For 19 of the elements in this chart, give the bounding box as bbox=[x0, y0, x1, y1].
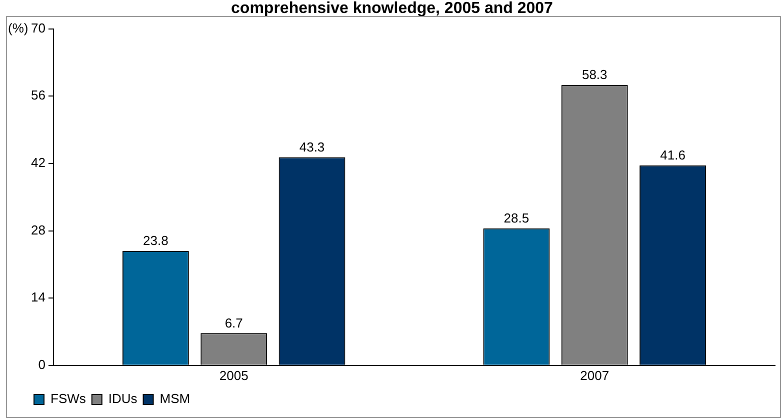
x-tick-label: 2007 bbox=[580, 368, 610, 383]
data-label: 28.5 bbox=[504, 210, 530, 226]
legend-label: FSWs bbox=[50, 391, 86, 406]
y-tick-label: 28 bbox=[30, 222, 46, 238]
data-label: 41.6 bbox=[660, 147, 686, 162]
data-label: 23.8 bbox=[143, 233, 168, 248]
y-tick-label: 56 bbox=[30, 88, 46, 103]
y-tick-label: 0 bbox=[38, 356, 46, 372]
x-tick-label: 2005 bbox=[219, 368, 248, 383]
y-axis-title: (%) bbox=[8, 20, 28, 36]
legend-label: MSM bbox=[160, 391, 190, 406]
y-tick-label: 70 bbox=[30, 20, 46, 36]
data-label: 43.3 bbox=[299, 139, 325, 154]
data-label: 6.7 bbox=[224, 315, 243, 330]
y-tick-label: 42 bbox=[30, 155, 46, 170]
data-label: 58.3 bbox=[582, 67, 608, 82]
legend-label: IDUs bbox=[108, 391, 138, 406]
y-tick-label: 14 bbox=[30, 290, 46, 305]
chart-title: comprehensive knowledge, 2005 and 2007 bbox=[230, 0, 554, 18]
